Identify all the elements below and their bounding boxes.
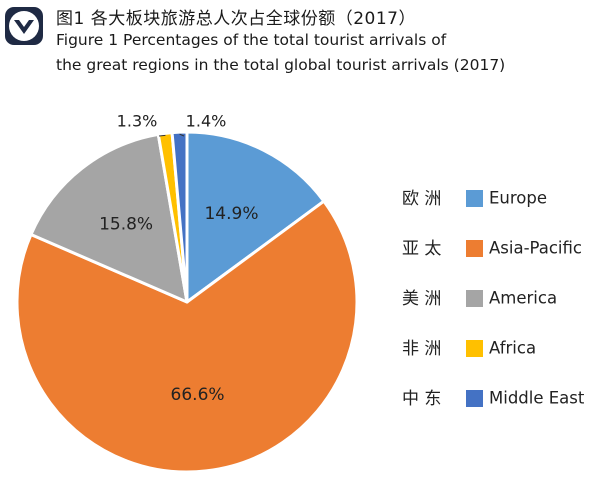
legend-label-english: Europe: [489, 189, 547, 208]
legend-item-africa: 非 洲 Africa: [402, 339, 536, 360]
chevron-shield-icon: [5, 7, 43, 45]
legend-label-chinese: 亚 太: [402, 239, 441, 259]
legend-swatch: [466, 240, 483, 257]
data-label-africa: 1.3%: [117, 112, 158, 131]
legend-swatch: [466, 190, 483, 207]
legend-item-asia-pacific: 亚 太 Asia-Pacific: [402, 239, 582, 260]
legend-swatch: [466, 340, 483, 357]
legend-label-chinese: 中 东: [402, 389, 441, 409]
pie-slice-america: [29, 132, 189, 304]
legend-label-chinese: 欧 洲: [402, 189, 441, 209]
data-label-asia-pacific: 66.6%: [171, 385, 225, 405]
data-label-europe: 14.9%: [204, 204, 258, 224]
leader-line-middle-east: [179, 133, 185, 137]
data-label-america: 15.8%: [99, 214, 153, 234]
leader-line-africa: [158, 134, 166, 137]
legend-item-middle-east: 中 东 Middle East: [402, 389, 585, 410]
pie-slice-asia-pacific: [15, 199, 359, 474]
legend-swatch: [466, 390, 483, 407]
legend-swatch: [466, 290, 483, 307]
legend: 欧 洲 Europe 亚 太 Asia-Pacific 美 洲 America 非 洲 Afr…: [402, 189, 585, 410]
chart-title-english-line-2: the great regions in the total global to…: [56, 56, 506, 74]
legend-label-english: Middle East: [489, 389, 585, 408]
pie-slice-europe: [185, 130, 326, 304]
legend-label-english: Asia-Pacific: [489, 239, 582, 258]
pie-slice-middle-east: [170, 130, 189, 304]
chart-title-english-line-1: Figure 1 Percentages of the total touris…: [56, 31, 447, 49]
legend-item-america: 美 洲 America: [402, 289, 557, 310]
legend-label-chinese: 美 洲: [402, 289, 441, 309]
data-label-middle-east: 1.4%: [186, 112, 227, 131]
legend-label-chinese: 非 洲: [402, 339, 441, 359]
pie-slice-labels: 14.9% 66.6% 15.8% 1.3% 1.4%: [99, 112, 258, 405]
legend-label-english: Africa: [489, 339, 536, 358]
legend-item-europe: 欧 洲 Europe: [402, 189, 547, 210]
pie-slices: [15, 130, 359, 474]
chart-title-chinese: 图1 各大板块旅游总人次占全球份额（2017）: [56, 9, 416, 29]
legend-label-english: America: [489, 289, 557, 308]
